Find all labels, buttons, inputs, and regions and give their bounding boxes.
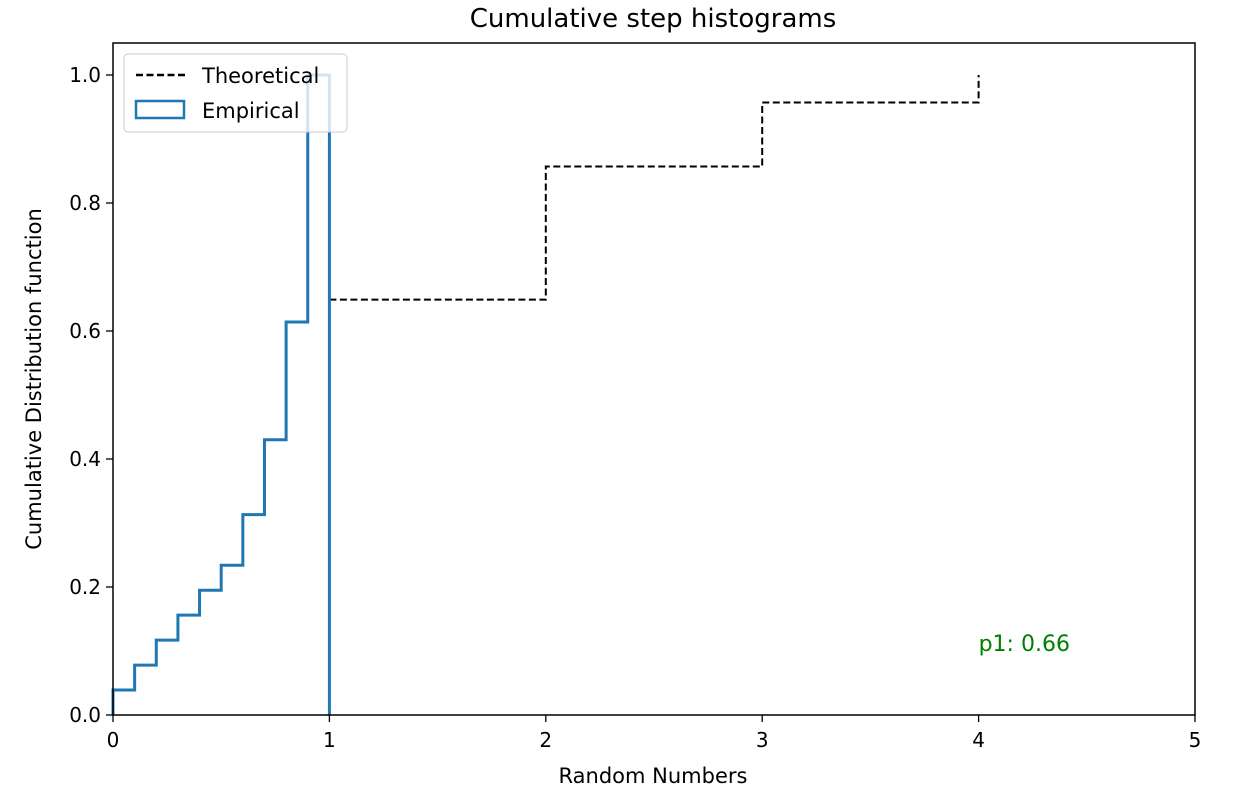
plot-frame (112, 42, 1196, 716)
legend: Theoretical Empirical (123, 53, 348, 133)
x-tick-label: 2 (539, 728, 552, 752)
plot-content (111, 73, 980, 715)
chart-title: Cumulative step histograms (470, 4, 837, 34)
x-tick-label: 1 (323, 728, 336, 752)
legend-empirical-label: Empirical (202, 99, 300, 123)
x-tick-label: 3 (756, 728, 769, 752)
legend-empirical-swatch (134, 99, 186, 120)
y-tick-label: 0.4 (69, 447, 101, 471)
p1-annotation: p1: 0.66 (979, 632, 1070, 657)
y-tick-label: 1.0 (69, 63, 101, 87)
y-tick-label: 0.6 (69, 319, 101, 343)
theoretical-series-line (329, 75, 980, 301)
x-ticks: 0 1 2 3 4 5 (107, 715, 1202, 752)
y-tick-label: 0.2 (69, 575, 101, 599)
y-tick-label: 0.0 (69, 703, 101, 727)
annotations: p1: 0.66 (979, 632, 1070, 657)
y-axis-label: Cumulative Distribution function (22, 208, 46, 550)
x-tick-label: 5 (1189, 728, 1202, 752)
legend-theoretical-label: Theoretical (201, 64, 319, 88)
legend-box (123, 53, 348, 133)
empirical-series-line (111, 73, 331, 715)
x-tick-label: 4 (972, 728, 985, 752)
x-axis-label: Random Numbers (559, 764, 748, 788)
x-tick-label: 0 (107, 728, 120, 752)
y-tick-label: 0.8 (69, 191, 101, 215)
y-ticks: 0.0 0.2 0.4 0.6 0.8 1.0 (69, 63, 113, 727)
